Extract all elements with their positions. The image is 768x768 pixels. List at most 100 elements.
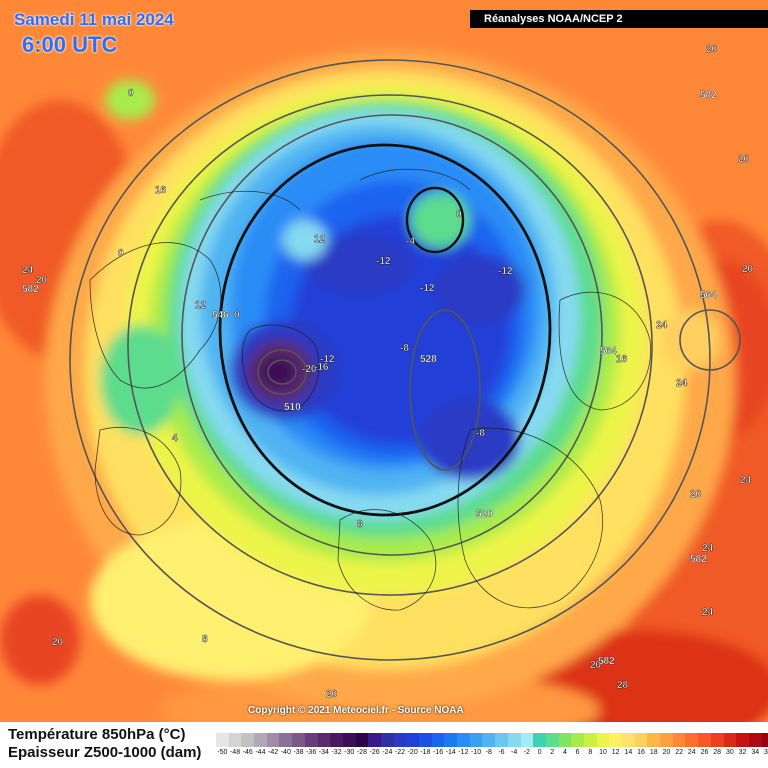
scale-swatch [469, 733, 483, 747]
thickness-label: 582 [690, 554, 707, 565]
scale-swatch [304, 733, 318, 747]
scale-tick-label: -38 [293, 749, 304, 756]
temperature-label: -20 [302, 364, 317, 375]
temperature-label: 24 [676, 378, 688, 389]
temperature-label: 16 [616, 354, 628, 365]
temperature-label: 20 [742, 264, 754, 275]
temperature-label: 20 [36, 275, 48, 286]
thickness-label: 564 [700, 290, 717, 301]
scale-swatch [279, 733, 293, 747]
scale-tick-label: -6 [498, 749, 505, 756]
scale-tick-label: -40 [280, 749, 291, 756]
temperature-label: 24 [656, 320, 668, 331]
scale-tick-label: 32 [738, 749, 747, 756]
temperature-label: -8 [476, 428, 485, 439]
temperature-label: 28 [617, 680, 629, 691]
scale-tick-label: 18 [649, 749, 658, 756]
scale-swatch [406, 733, 419, 747]
source-banner: Réanalyses NOAA/NCEP 2 [470, 10, 768, 28]
temperature-label: -4 [406, 236, 415, 247]
scale-tick-label: 20 [662, 749, 671, 756]
scale-tick-label: 4 [562, 749, 567, 756]
scale-swatch [266, 733, 280, 747]
scale-swatch [520, 733, 534, 747]
temperature-label: 0 [118, 248, 124, 259]
temperature-label: -12 [420, 283, 435, 294]
scale-tick-label: -30 [344, 749, 355, 756]
scale-swatch [583, 733, 597, 747]
temperature-label: 12 [314, 234, 326, 245]
map-date: Samedi 11 mai 2024 [14, 10, 174, 29]
scale-tick-label: -20 [407, 749, 418, 756]
scale-tick-label: -16 [432, 749, 444, 756]
temperature-label: -12 [320, 354, 335, 365]
scale-swatch [533, 733, 546, 747]
temperature-labels: 0160120-12-4-12-120-20-16-12-8-816242020… [22, 44, 754, 700]
thickness-labels: 582 546 510 528 520 564 564 582 582 582 [22, 90, 718, 667]
thickness-label: 564 [600, 346, 617, 357]
scale-swatch [685, 733, 699, 747]
scale-tick-label: 36 [764, 749, 768, 756]
temperature-label: 20 [590, 660, 602, 671]
thickness-contours [69, 59, 741, 661]
scale-tick-label: -24 [382, 749, 393, 756]
copyright-notice: Copyright © 2021 Meteociel.fr - Source N… [248, 705, 464, 716]
thickness-label: 582 [700, 90, 717, 101]
scale-tick-label: -22 [394, 749, 406, 756]
scale-swatch [457, 733, 470, 747]
scale-swatch [545, 733, 559, 747]
scale-tick-label: -4 [511, 749, 518, 756]
thickness-label: 528 [420, 354, 437, 365]
temperature-label: 20 [706, 44, 718, 55]
temperature-label: -12 [376, 256, 391, 267]
scale-tick-label: -48 [229, 749, 241, 756]
temperature-label: 20 [52, 637, 64, 648]
scale-tick-label: 28 [713, 749, 722, 756]
scale-tick-label: 30 [725, 749, 734, 756]
scale-swatch [431, 733, 445, 747]
scale-tick-label: -42 [268, 749, 279, 756]
scale-tick-label: -18 [420, 749, 431, 756]
legend-title-temperature: Température 850hPa (°C) [8, 726, 186, 743]
thickness-label: 582 [598, 656, 615, 667]
scale-swatch [596, 733, 610, 747]
scale-swatch [292, 733, 305, 747]
scale-tick-label: 26 [700, 749, 709, 756]
temperature-label: 4 [172, 433, 178, 444]
scale-tick-label: 10 [599, 749, 607, 756]
scale-swatch [330, 733, 343, 747]
scale-tick-label: -36 [306, 749, 317, 756]
temperature-label: -16 [314, 362, 329, 373]
scale-swatch [254, 733, 267, 747]
scale-swatch [241, 733, 255, 747]
scale-swatch [317, 733, 331, 747]
temperature-label: 24 [702, 543, 714, 554]
scale-tick-label: -34 [318, 749, 329, 756]
scale-swatch [698, 733, 711, 747]
map-time: 6:00 UTC [22, 32, 118, 57]
temperature-label: 24 [702, 607, 714, 618]
temperature-label: 12 [195, 300, 207, 311]
temperature-label: -12 [498, 266, 513, 277]
scale-swatch [368, 733, 381, 747]
scale-swatch [647, 733, 661, 747]
temperature-label: 8 [357, 519, 363, 530]
temperature-label: 0 [456, 209, 462, 220]
scale-tick-label: -26 [369, 749, 380, 756]
color-scale-labels: -50 -48 -46 -44 -42 -40 -38 -36 -34 -32 -30 -28 -26-… [216, 749, 768, 756]
scale-tick-label: -10 [471, 749, 482, 756]
scale-tick-label: 12 [611, 749, 620, 756]
scale-swatch [342, 733, 356, 747]
scale-tick-label: -14 [445, 749, 456, 756]
scale-swatch [444, 733, 458, 747]
scale-swatch [761, 733, 768, 747]
temperature-label: 0 [234, 310, 240, 321]
scale-tick-label: 0 [537, 749, 542, 756]
scale-swatch [558, 733, 572, 747]
scale-tick-label: -12 [458, 749, 469, 756]
thickness-label: 582 [22, 284, 39, 295]
temperature-label: 20 [326, 689, 338, 700]
scale-tick-label: 6 [575, 749, 580, 756]
